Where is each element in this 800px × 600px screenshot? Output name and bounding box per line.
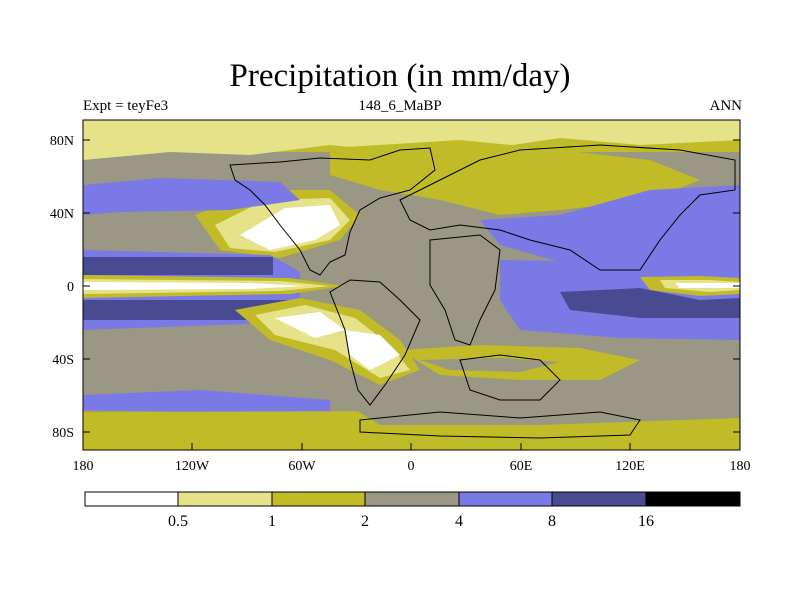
field-eurasia-olive xyxy=(330,140,700,215)
colorbar-box-3 xyxy=(272,492,365,506)
lon-labels: 180 120W 60W 0 60E 120E 180 xyxy=(73,459,751,474)
field-eq-dry-white xyxy=(83,282,305,290)
colorbar-box-6 xyxy=(552,492,646,506)
colorbar-label-16: 16 xyxy=(638,513,654,530)
lon-label-180w: 180 xyxy=(73,459,94,474)
colorbar-label-8: 8 xyxy=(548,513,556,530)
colorbar-box-1 xyxy=(85,492,178,506)
field-sam-dry xyxy=(275,312,400,370)
lat-ticks xyxy=(83,139,740,433)
lon-label-0: 0 xyxy=(408,459,415,474)
colorbar xyxy=(84,491,741,507)
lon-ticks xyxy=(82,443,741,450)
field-itcz-navy-north xyxy=(83,257,273,275)
colorbar-labels: 0.5 1 2 4 8 16 xyxy=(168,513,654,530)
coast-africa xyxy=(429,234,501,346)
field-south-gray xyxy=(420,358,560,372)
lat-labels: 80N 40N 0 40S 80S xyxy=(50,134,74,441)
field-asia-wet xyxy=(480,185,740,272)
coast-south-america xyxy=(329,279,421,406)
colorbar-label-0-5: 0.5 xyxy=(168,513,188,530)
coast-north-america xyxy=(229,147,436,276)
lon-label-60w: 60W xyxy=(288,459,316,474)
lat-label-40n: 40N xyxy=(50,207,74,222)
lon-label-120w: 120W xyxy=(175,459,210,474)
field-io-navy xyxy=(560,288,740,318)
field-so-wet xyxy=(83,390,330,415)
colorbar-box-7 xyxy=(646,492,740,506)
colorbar-box-4 xyxy=(365,492,459,506)
lat-label-80s: 80S xyxy=(52,426,74,441)
colorbar-box-5 xyxy=(459,492,552,506)
lon-label-60e: 60E xyxy=(510,459,533,474)
map-title: Precipitation (in mm/day) xyxy=(229,58,571,94)
colorbar-frame xyxy=(84,491,741,507)
field-antarctic-gray xyxy=(340,400,740,425)
lon-label-120e: 120E xyxy=(615,459,645,474)
field-epac-white xyxy=(675,283,740,288)
precip-field xyxy=(83,120,740,450)
coast-eurasia xyxy=(399,144,736,271)
field-itcz-navy-south xyxy=(83,300,293,320)
colorbar-label-4: 4 xyxy=(455,513,463,530)
colorbar-box-2 xyxy=(178,492,272,506)
lat-label-0: 0 xyxy=(67,280,74,295)
experiment-label: Expt = teyFe3 xyxy=(83,98,169,114)
coast-australia xyxy=(459,354,561,401)
season-label: ANN xyxy=(709,98,743,114)
lon-label-180e: 180 xyxy=(730,459,751,474)
coastlines xyxy=(229,144,736,439)
lat-label-80n: 80N xyxy=(50,134,74,149)
lat-label-40s: 40S xyxy=(52,353,74,368)
colorbar-label-2: 2 xyxy=(361,513,369,530)
field-north-cap xyxy=(83,120,740,160)
period-label: 148_6_MaBP xyxy=(358,98,442,114)
coast-antarctica xyxy=(359,411,641,439)
field-nam-dry xyxy=(240,205,340,250)
colorbar-label-1: 1 xyxy=(268,513,276,530)
